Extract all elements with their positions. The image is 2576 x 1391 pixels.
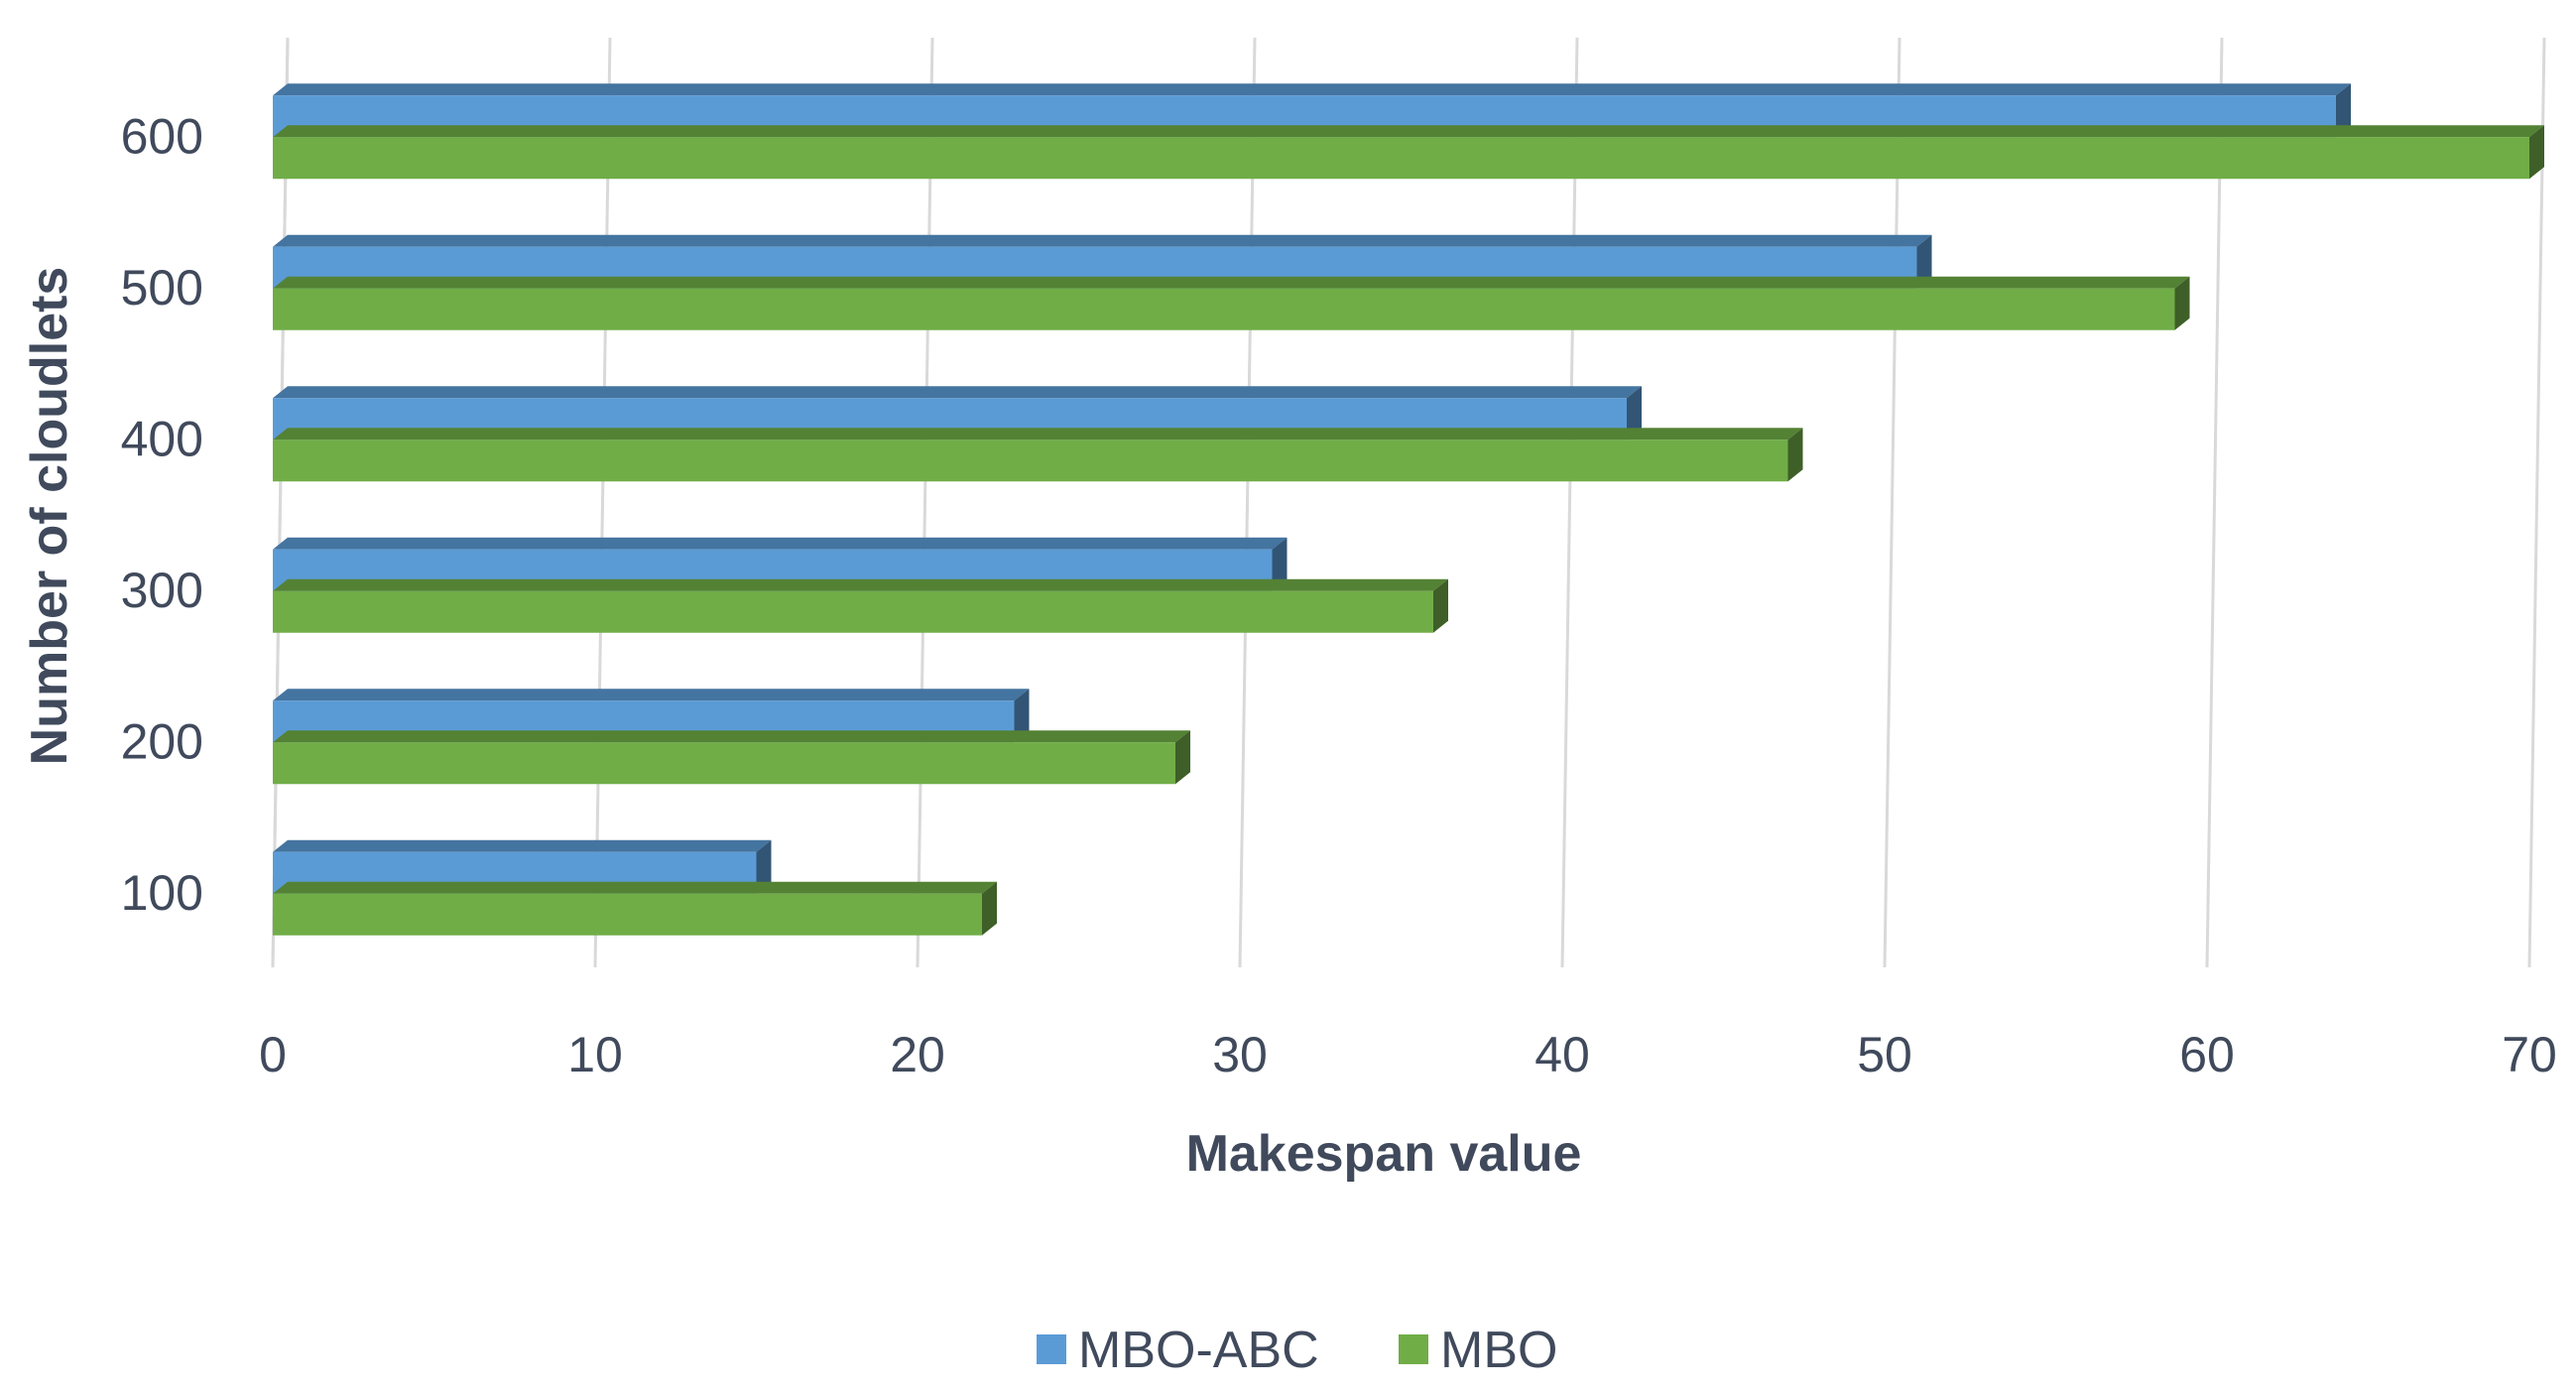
x-tick-label: 0: [259, 1027, 287, 1082]
x-tick-label: 50: [1857, 1027, 1912, 1082]
x-tick-label: 20: [890, 1027, 945, 1082]
grid-layer: [271, 37, 2546, 968]
gridline: [593, 37, 612, 968]
y-tick-label: 600: [121, 108, 203, 164]
y-tick-label: 500: [121, 260, 203, 316]
y-tick-labels: 100 200 300 400 500 600: [121, 108, 203, 921]
bar-mbo-300: [273, 578, 1448, 633]
legend-item: MBO: [1399, 1322, 1557, 1379]
bar-mbo-100: [273, 881, 997, 936]
gridline: [1238, 37, 1257, 968]
gridline: [1883, 37, 1901, 968]
x-tick-labels: 0 10 20 30 40 50 60 70: [259, 1027, 2557, 1082]
x-tick-label: 40: [1534, 1027, 1590, 1082]
legend-label: MBO: [1440, 1322, 1557, 1379]
legend-item: MBO-ABC: [1037, 1322, 1319, 1379]
x-tick-label: 60: [2179, 1027, 2235, 1082]
bar-mbo-200: [273, 730, 1190, 785]
gridline: [2205, 37, 2224, 968]
legend-swatch: [1037, 1334, 1066, 1364]
x-tick-label: 70: [2502, 1027, 2557, 1082]
x-tick-label: 10: [567, 1027, 623, 1082]
legend-swatch: [1399, 1334, 1428, 1364]
y-tick-label: 200: [121, 713, 203, 769]
bar-mbo-500: [273, 276, 2190, 330]
bars-layer: [273, 83, 2544, 936]
y-tick-label: 300: [121, 563, 203, 618]
y-axis-title: Number of cloudlets: [21, 267, 78, 766]
legend: MBO-ABC MBO: [1037, 1322, 1557, 1379]
gridline: [1560, 37, 1579, 968]
y-tick-label: 100: [121, 865, 203, 921]
axis-line: [271, 37, 290, 968]
x-axis-title: Makespan value: [1186, 1125, 1582, 1183]
x-tick-label: 30: [1212, 1027, 1268, 1082]
gridline: [916, 37, 934, 968]
gridline: [2527, 37, 2546, 968]
legend-label: MBO-ABC: [1078, 1322, 1319, 1379]
y-tick-label: 400: [121, 411, 203, 466]
bar-mbo-400: [273, 428, 1803, 482]
bar-mbo-600: [273, 125, 2544, 180]
